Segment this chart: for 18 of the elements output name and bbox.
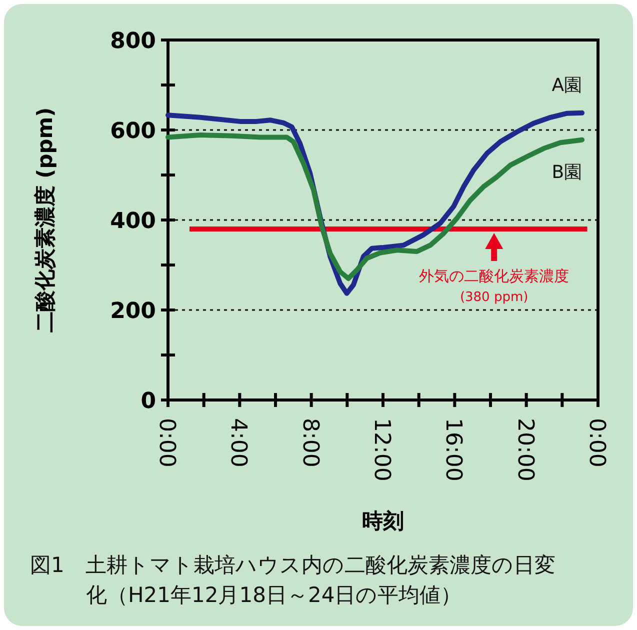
- x-tick-label: 4:00: [226, 418, 251, 468]
- y-tick-label: 800: [110, 29, 156, 54]
- annotation: 外気の二酸化炭素濃度 (380 ppm): [419, 267, 570, 305]
- x-tick-label: 0:00: [154, 418, 179, 468]
- x-tick-label: 8:00: [297, 418, 322, 468]
- y-tick-label: 400: [110, 209, 156, 234]
- x-tick-label: 0:00: [584, 418, 609, 468]
- series-label: B園: [552, 162, 582, 183]
- x-tick-label: 16:00: [440, 418, 466, 482]
- y-axis-title: 二酸化炭素濃度 (ppm): [33, 107, 57, 333]
- x-tick-label: 20:00: [512, 418, 538, 482]
- y-tick-label: 600: [110, 119, 156, 144]
- y-tick-label: 200: [110, 299, 156, 324]
- text: 図1 土耕トマト栽培ハウス内の二酸化炭素濃度の日変化（H21年12月18日～24日の平均値）: [30, 552, 556, 609]
- x-tick-label: 12:00: [369, 418, 394, 482]
- x-axis-title: 時刻: [362, 509, 404, 533]
- series-label: A園: [552, 74, 582, 96]
- y-tick-label: 0: [140, 389, 156, 414]
